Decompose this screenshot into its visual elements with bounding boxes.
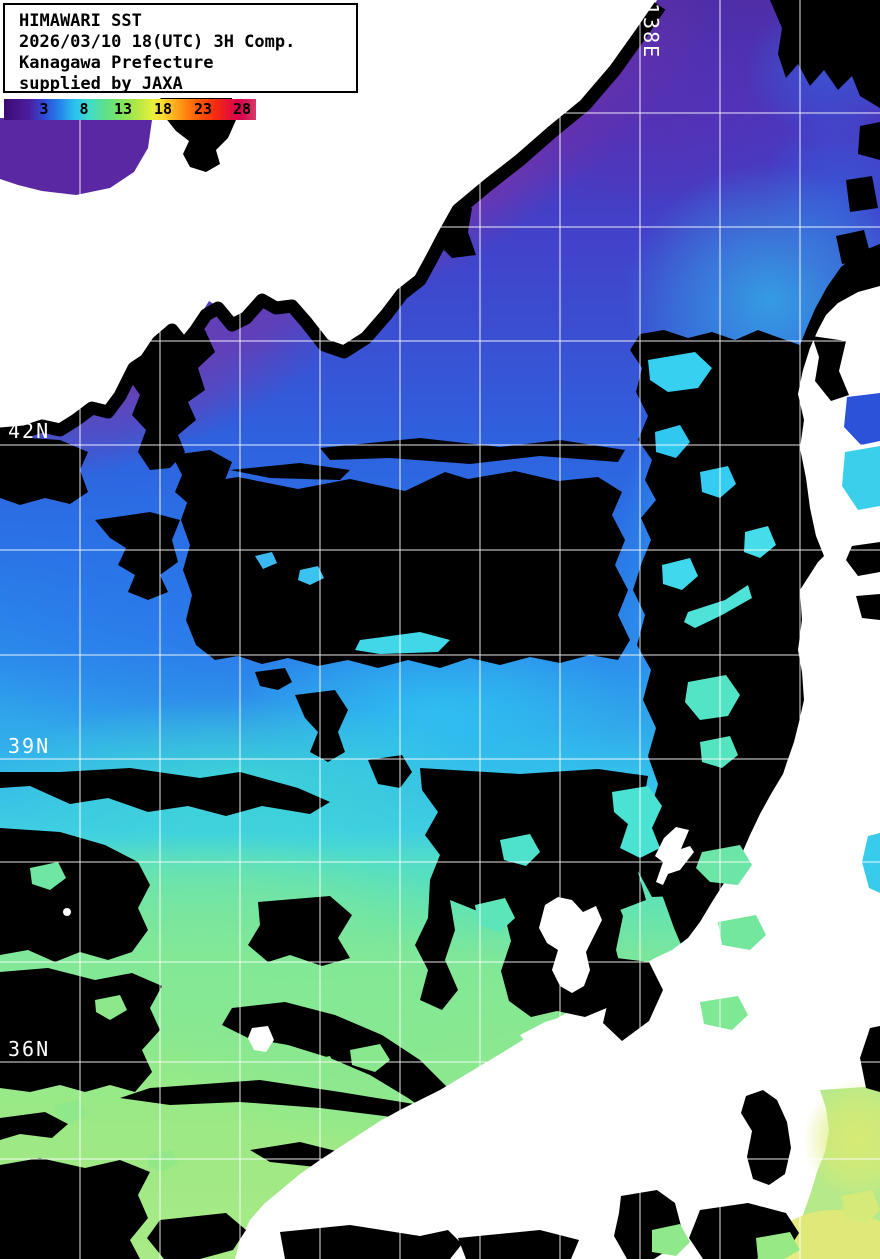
islands xyxy=(63,827,752,1191)
title-box: HIMAWARI SST 2026/03/10 18(UTC) 3H Comp.… xyxy=(3,3,358,94)
coastline-shadow xyxy=(0,2,666,441)
izu-oshima-island xyxy=(742,1181,752,1191)
colorbar-tick-13: 13 xyxy=(113,100,133,118)
latitude-label-42n: 42N xyxy=(8,419,51,443)
sea-patches-in-cloud xyxy=(30,352,880,1259)
title-supplier: supplied by JAXA xyxy=(19,74,183,94)
noto-peninsula xyxy=(539,897,602,993)
tobishima-island xyxy=(63,908,71,916)
toyama-bay xyxy=(595,956,663,1041)
colorbar-tick-8: 8 xyxy=(79,100,89,118)
title-datetime: 2026/03/10 18(UTC) 3H Comp. xyxy=(19,32,296,52)
colorbar-tick-3: 3 xyxy=(39,100,49,118)
title-prefecture: Kanagawa Prefecture xyxy=(19,53,214,73)
awashima-island xyxy=(248,1026,274,1052)
latitude-label-39n: 39N xyxy=(8,734,51,758)
longitude-label-138e: 138E xyxy=(639,3,663,60)
mutsu-bay xyxy=(844,393,880,445)
colorbar-tick-23: 23 xyxy=(193,100,213,118)
colorbar-tick-28: 28 xyxy=(232,100,252,118)
latitude-label-36n: 36N xyxy=(8,1037,51,1061)
sado-island xyxy=(655,827,694,885)
colorbar-tick-18: 18 xyxy=(153,100,173,118)
title-product: HIMAWARI SST xyxy=(19,11,142,31)
tokyo-bay xyxy=(741,1090,791,1185)
temperature-colorbar: 3 8 13 18 23 28 xyxy=(4,99,256,120)
pacific-warm-water xyxy=(775,393,880,1259)
